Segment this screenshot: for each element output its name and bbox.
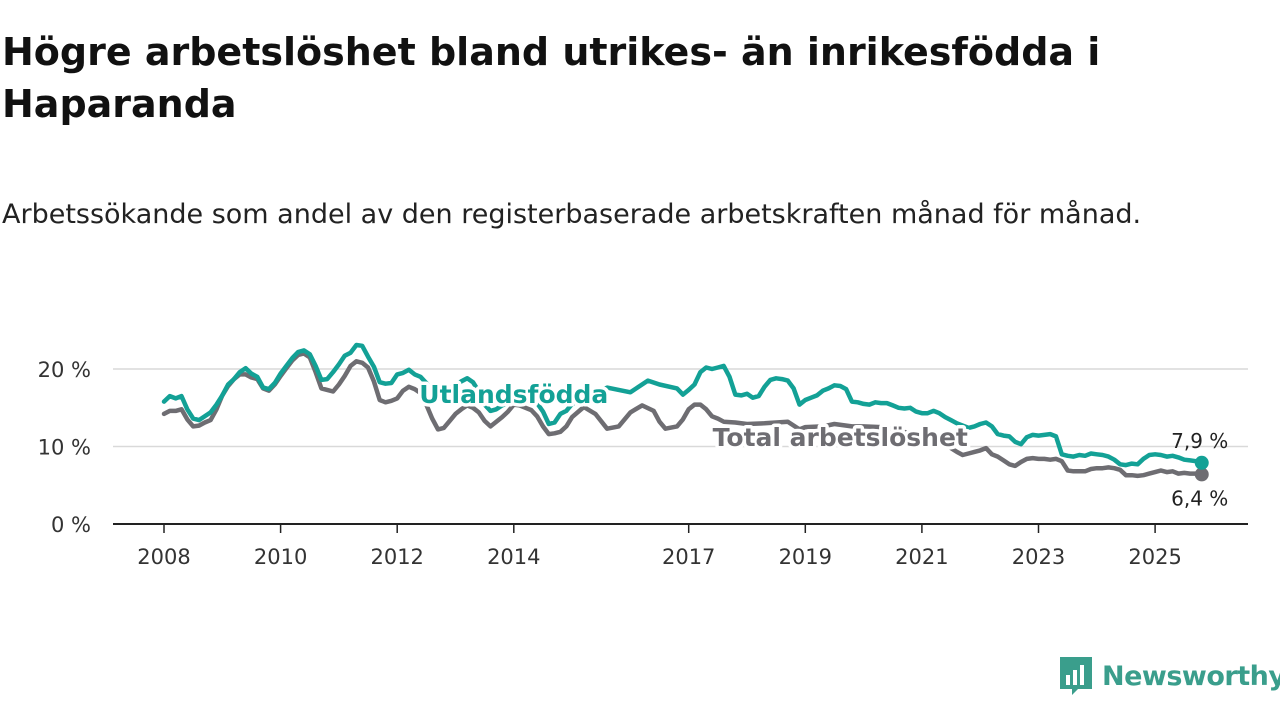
x-tick-label: 2023 xyxy=(1012,545,1065,569)
series-layer xyxy=(161,342,1209,482)
x-tick-label: 2014 xyxy=(487,545,540,569)
y-tick-label: 20 % xyxy=(38,358,91,382)
end-label-total: 6,4 % xyxy=(1171,486,1228,510)
x-tick-label: 2008 xyxy=(137,545,190,569)
x-tick-label: 2021 xyxy=(895,545,948,569)
series-end-point-0 xyxy=(1194,455,1209,470)
x-tick-label: 2025 xyxy=(1128,545,1181,569)
x-tick-label: 2010 xyxy=(254,545,307,569)
y-tick-label: 0 % xyxy=(51,513,91,537)
x-axis: 0 % 10 % 20 % 2008 2010 2012 2014 2017 2019 2021 2… xyxy=(38,358,1248,569)
y-tick-label: 10 % xyxy=(38,436,91,460)
newsworthy-logo: Newsworthy xyxy=(1058,655,1280,697)
newsworthy-chart-logo-icon xyxy=(1060,657,1092,695)
grid-layer xyxy=(113,368,1248,448)
series-end-point-1 xyxy=(1194,467,1209,482)
brand-name: Newsworthy xyxy=(1102,660,1280,692)
series-line-0 xyxy=(161,342,1204,468)
x-tick-label: 2019 xyxy=(779,545,832,569)
x-tick-label: 2012 xyxy=(370,545,423,569)
series-annotation-1: Total arbetslöshet xyxy=(713,423,968,452)
chart-title: Högre arbetslöshet bland utrikes- än inr… xyxy=(2,30,1101,126)
chart-subtitle: Arbetssökande som andel av den registerb… xyxy=(2,199,1142,230)
end-label-foreign-born: 7,9 % xyxy=(1171,429,1228,453)
series-annotation-0: Utlandsfödda xyxy=(419,380,608,409)
label-layer: Utlandsfödda Total arbetslöshet 7,9 % 6,4 % xyxy=(416,376,1229,510)
x-tick-label: 2017 xyxy=(662,545,715,569)
